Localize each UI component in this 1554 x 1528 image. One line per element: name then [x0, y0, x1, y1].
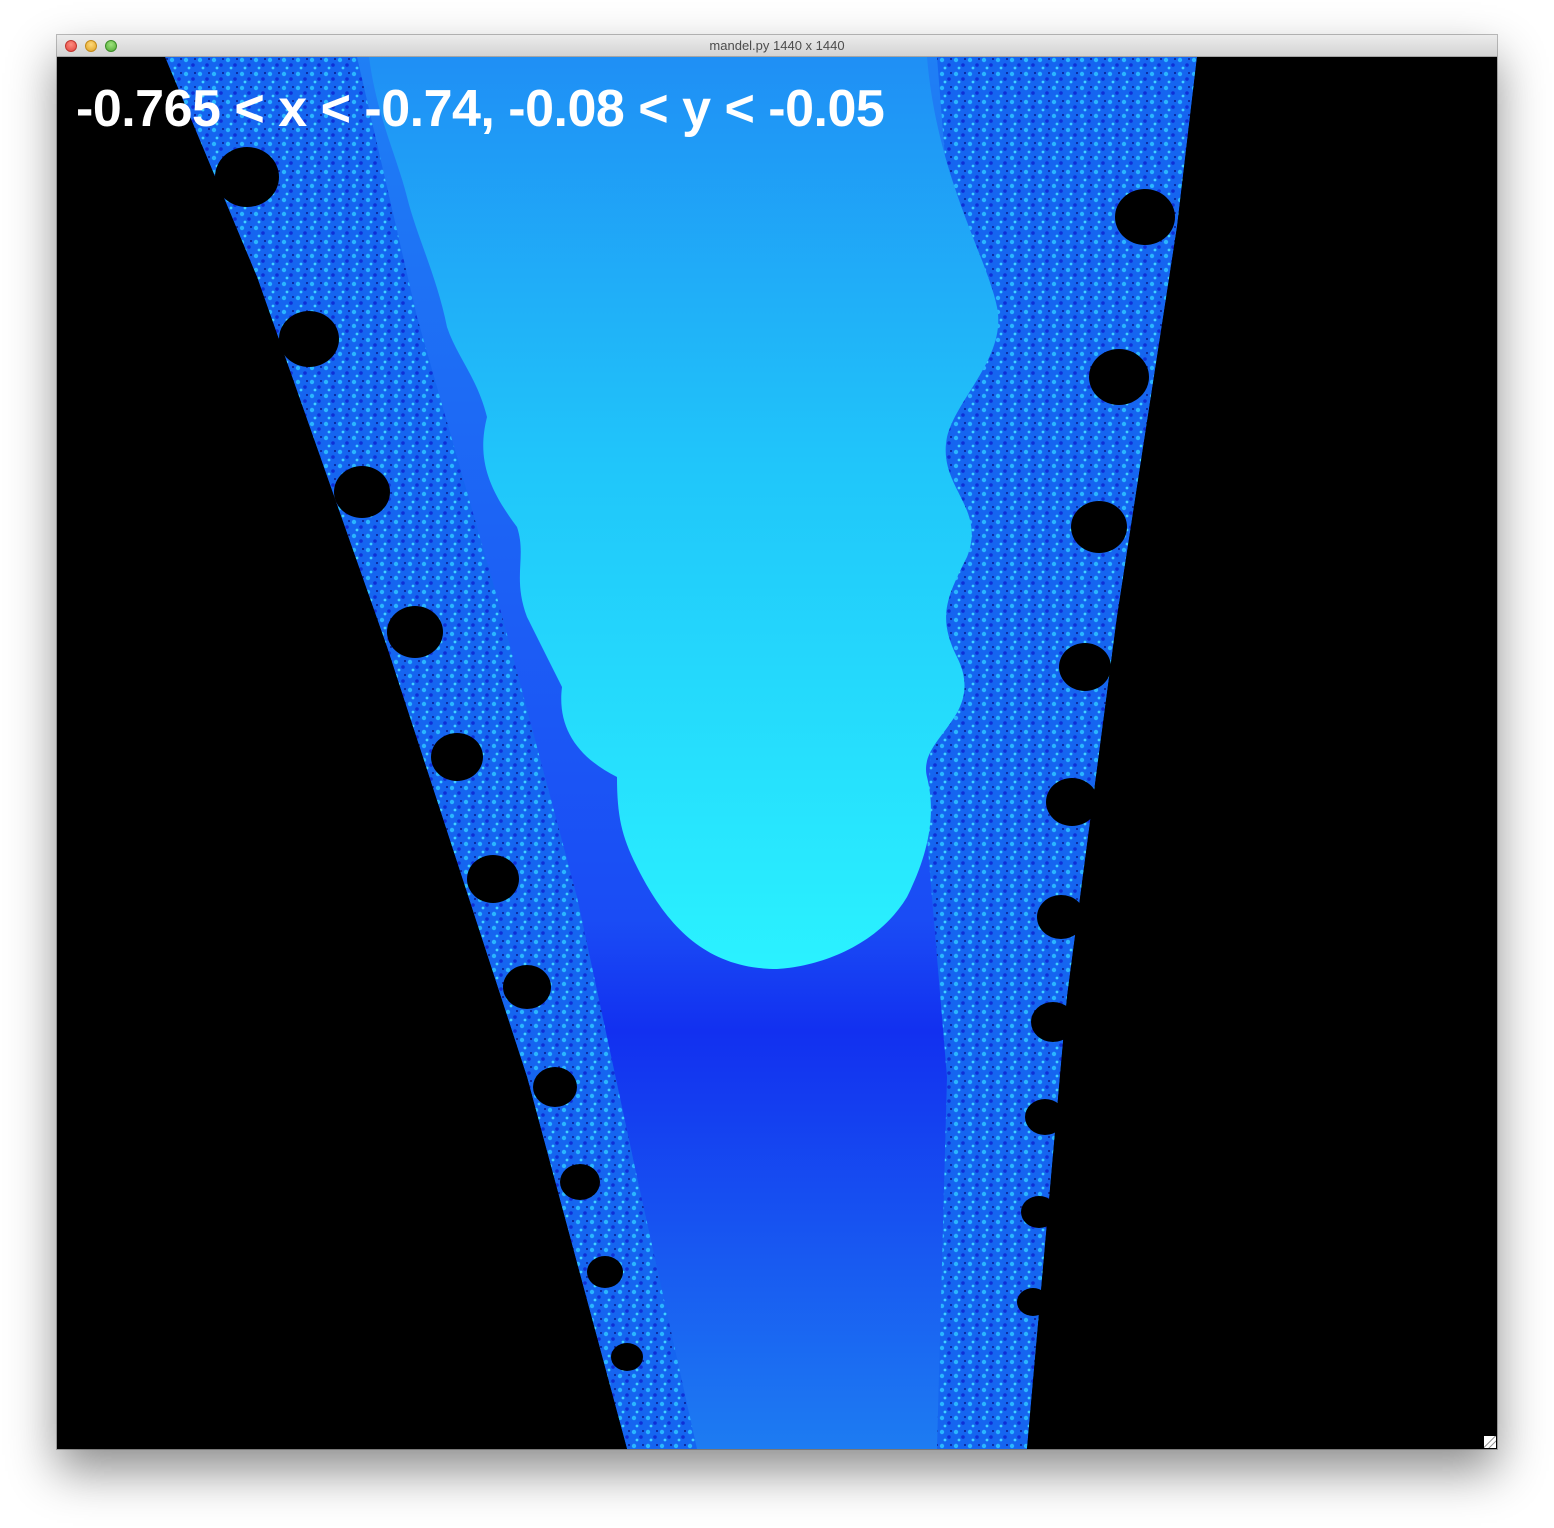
resize-grip-icon[interactable] — [1484, 1436, 1496, 1448]
close-button[interactable] — [65, 40, 77, 52]
window-title: mandel.py 1440 x 1440 — [709, 38, 845, 53]
cyan-bulb — [369, 57, 999, 969]
zoom-button[interactable] — [105, 40, 117, 52]
left-black-region — [57, 57, 627, 1449]
title-bar[interactable]: mandel.py 1440 x 1440 — [57, 35, 1497, 57]
right-black-region — [1027, 57, 1497, 1449]
mandelbrot-render — [57, 57, 1497, 1449]
minimize-button[interactable] — [85, 40, 97, 52]
black-bulbs — [215, 147, 1175, 1371]
app-window: mandel.py 1440 x 1440 — [57, 35, 1497, 1449]
fractal-canvas[interactable]: -0.765 < x < -0.74, -0.08 < y < -0.05 — [57, 57, 1497, 1449]
coordinate-range-label: -0.765 < x < -0.74, -0.08 < y < -0.05 — [76, 80, 885, 138]
